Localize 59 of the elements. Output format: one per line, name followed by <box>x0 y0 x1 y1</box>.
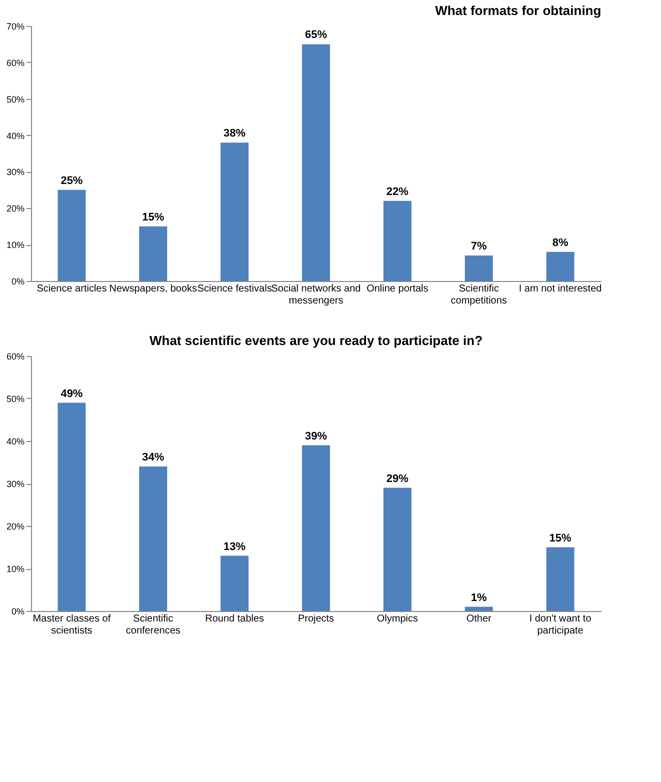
y-tick-label: 20% <box>6 204 24 214</box>
bar <box>58 190 86 281</box>
x-tick-label: Scientific competitions <box>450 284 507 306</box>
data-label: 13% <box>224 540 246 553</box>
x-tick-label: Olympics <box>376 614 418 624</box>
x-tick-label: I don't want to participate <box>529 614 592 636</box>
data-label: 25% <box>60 174 83 187</box>
y-tick-label: 0% <box>11 606 24 616</box>
x-tick-label: Social networks and messengers <box>271 284 361 306</box>
y-tick-label: 60% <box>6 58 24 68</box>
y-tick-label: 20% <box>6 522 24 532</box>
data-label: 15% <box>549 532 572 544</box>
y-tick-label: 10% <box>6 240 24 250</box>
x-tick-label: I am not interested <box>518 284 602 294</box>
y-tick-label: 60% <box>6 352 24 362</box>
y-tick-label: 40% <box>6 436 24 446</box>
bar <box>464 256 493 281</box>
bar <box>139 466 168 611</box>
bar <box>220 556 249 611</box>
bar <box>464 606 493 611</box>
bar <box>220 142 249 281</box>
chart-title: What formats for obtaining <box>435 3 602 18</box>
bar <box>546 252 574 281</box>
x-tick-label: Science articles <box>36 284 107 294</box>
data-label: 65% <box>304 29 328 42</box>
x-tick-label: Newspapers, books <box>109 284 198 294</box>
data-label: 22% <box>386 186 409 198</box>
x-tick-label: Round tables <box>205 614 264 624</box>
y-tick-label: 10% <box>6 564 24 574</box>
bar <box>302 445 330 611</box>
x-tick-label: Other <box>466 614 492 624</box>
data-label: 7% <box>470 240 488 252</box>
y-tick-label: 40% <box>6 130 24 141</box>
x-tick-label: Master classes of scientists <box>32 614 111 636</box>
x-tick-label: Scientific conferences <box>126 614 180 636</box>
y-tick-label: 50% <box>6 94 24 104</box>
bar <box>383 200 412 281</box>
chart-title: What scientific events are you ready to participate in? <box>149 333 483 348</box>
data-label: 49% <box>60 388 83 400</box>
y-tick-label: 30% <box>6 167 24 178</box>
data-label: 1% <box>470 592 488 604</box>
y-tick-label: 70% <box>6 22 24 32</box>
x-tick-label: Science festivals <box>197 284 272 294</box>
y-tick-label: 0% <box>11 276 24 286</box>
y-tick-label: 50% <box>6 394 24 404</box>
bar <box>302 44 330 281</box>
x-tick-label: Online portals <box>366 284 428 294</box>
bar <box>58 402 86 611</box>
y-tick-label: 30% <box>6 479 24 489</box>
bar <box>383 488 412 611</box>
data-label: 38% <box>224 128 246 140</box>
bar <box>546 547 574 611</box>
data-label: 34% <box>142 452 164 464</box>
data-label: 39% <box>304 430 328 442</box>
bar <box>139 226 168 281</box>
data-label: 8% <box>552 236 568 249</box>
data-label: 15% <box>142 211 164 224</box>
x-tick-label: Projects <box>298 614 334 624</box>
data-label: 29% <box>386 472 409 485</box>
